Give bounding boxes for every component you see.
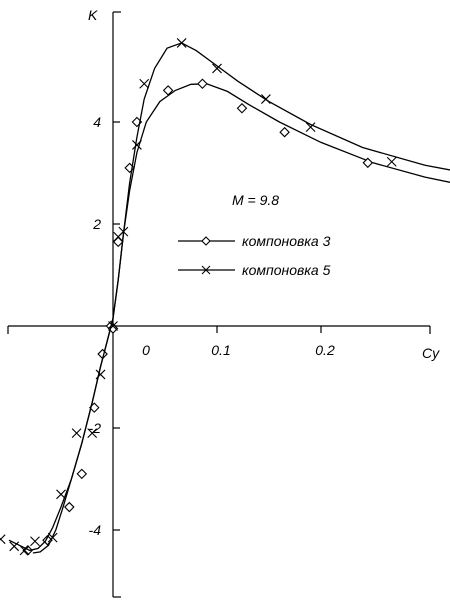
series-5-line xyxy=(8,42,450,552)
series-5-point-stroke xyxy=(386,156,397,167)
y-tick-label: -2 xyxy=(89,420,102,436)
series-5-point xyxy=(386,156,397,167)
series-5-point xyxy=(19,545,30,556)
series-5-point-stroke xyxy=(139,78,150,89)
series-3-point xyxy=(279,126,290,138)
series-3-point xyxy=(64,501,75,513)
legend-label-3: компоновка 3 xyxy=(242,233,331,249)
series-5-point-stroke xyxy=(71,428,82,438)
series-3-point xyxy=(236,102,248,114)
series-5-point-stroke xyxy=(95,369,106,380)
series-5-point xyxy=(30,536,40,547)
series-5-point xyxy=(118,226,129,237)
series-5-point-stroke xyxy=(132,140,142,150)
series-5-point xyxy=(71,428,82,438)
series-5-point-stroke xyxy=(56,489,66,500)
series-3-point xyxy=(197,78,208,90)
series-5-point xyxy=(176,38,187,48)
series-5-point-stroke xyxy=(0,534,6,541)
series-3-point xyxy=(76,468,88,480)
series-5-point-stroke xyxy=(305,122,316,132)
series-5-point xyxy=(108,321,118,331)
ticks-group: -4 -2 2 4 0 0.1 0.2 xyxy=(7,11,431,598)
y-tick-label: -4 xyxy=(89,522,102,538)
legend: компоновка 3 компоновка 5 xyxy=(178,233,331,278)
series-5-point-stroke xyxy=(19,545,30,556)
series-3-point xyxy=(42,534,53,546)
y-axis-label: K xyxy=(88,7,98,23)
series-3-point xyxy=(162,85,174,96)
series-5-point xyxy=(132,140,142,150)
series-3-point xyxy=(362,157,374,169)
series-5-point xyxy=(87,428,98,438)
series-5-point-stroke xyxy=(47,532,58,543)
series-5-point xyxy=(260,94,271,104)
series-5-point-stroke xyxy=(212,63,222,74)
legend-label-5: компоновка 5 xyxy=(242,262,331,278)
series-5-point xyxy=(0,534,6,545)
series-3-line xyxy=(32,83,450,554)
series-kompanovka-3 xyxy=(22,78,450,556)
series-5-point-stroke xyxy=(118,226,129,237)
series-5-point-stroke xyxy=(176,38,187,48)
mach-annotation: M = 9.8 xyxy=(232,192,279,208)
x-tick-label: 0.1 xyxy=(211,342,230,358)
x-tick-label: 0.2 xyxy=(315,342,335,358)
series-kompanovka-5 xyxy=(0,38,450,556)
series-5-point-stroke xyxy=(30,536,40,547)
legend-marker-x xyxy=(201,265,211,275)
series-5-point-stroke xyxy=(108,321,118,331)
series-5-point xyxy=(95,369,106,380)
series-5-point xyxy=(47,532,58,543)
x-axis-label: Cy xyxy=(422,345,440,361)
series-5-point xyxy=(212,63,222,74)
series-5-point-stroke xyxy=(87,428,98,438)
series-5-point-stroke xyxy=(260,94,271,104)
y-tick-label: 2 xyxy=(92,216,101,232)
series-5-point-stroke xyxy=(9,541,20,552)
series-3-point xyxy=(112,236,124,248)
y-tick-label: 4 xyxy=(93,114,101,130)
series-5-point xyxy=(305,122,316,132)
series-5-point xyxy=(9,541,20,552)
x-tick-label: 0 xyxy=(142,342,150,358)
series-5-point xyxy=(139,78,150,89)
series-5-point xyxy=(56,489,66,500)
legend-marker-diamond xyxy=(201,236,211,246)
